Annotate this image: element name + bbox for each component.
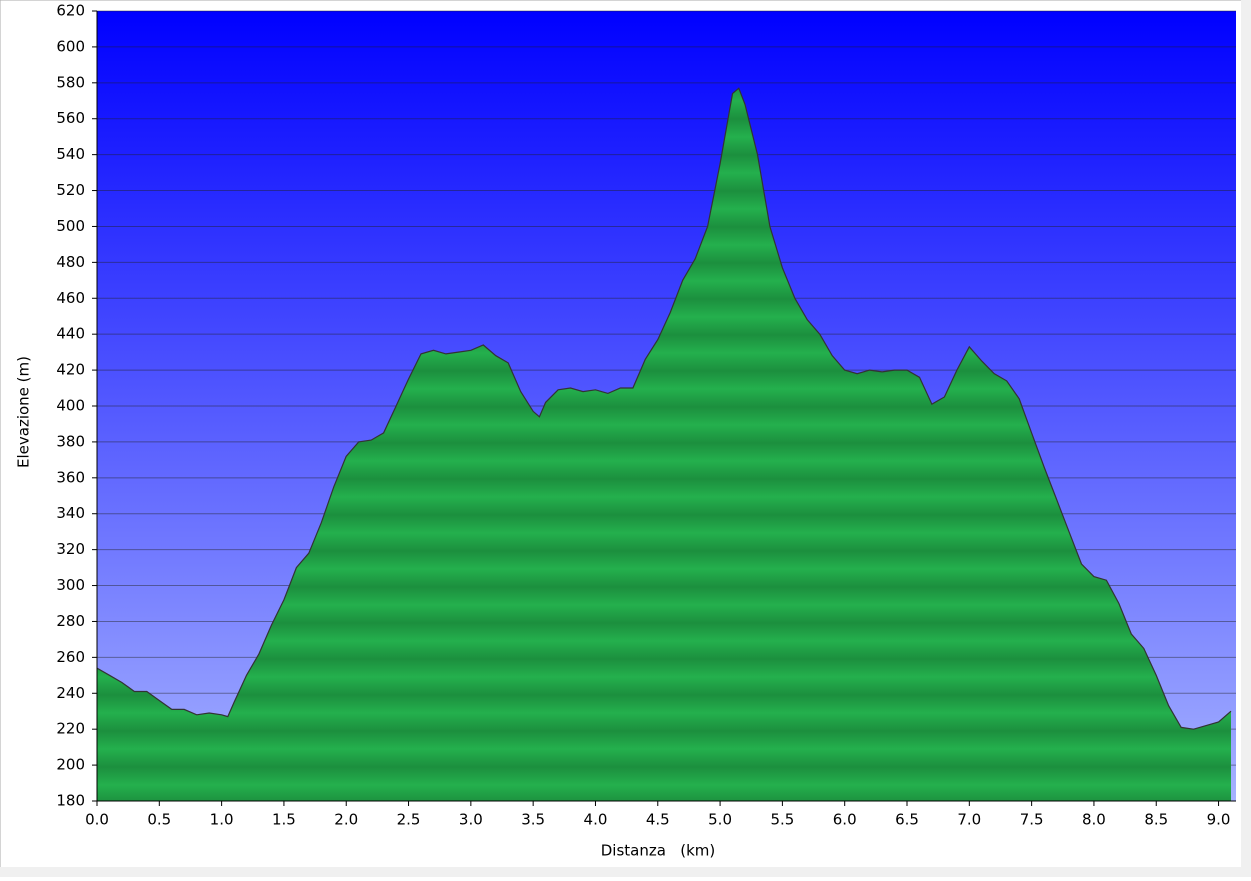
y-tick-label: 260: [56, 648, 85, 666]
x-tick-label: 1.0: [210, 811, 234, 829]
x-tick-label: 6.0: [833, 811, 857, 829]
x-tick-label: 6.5: [895, 811, 919, 829]
x-tick-label: 7.5: [1020, 811, 1044, 829]
x-tick-label: 2.0: [334, 811, 358, 829]
x-tick-label: 0.0: [85, 811, 109, 829]
x-tick-label: 1.5: [272, 811, 296, 829]
y-tick-label: 320: [56, 540, 85, 558]
y-tick-label: 400: [56, 397, 85, 415]
y-tick-label: 480: [56, 253, 85, 271]
y-tick-label: 440: [56, 325, 85, 343]
x-tick-label: 2.5: [397, 811, 421, 829]
area: [97, 88, 1231, 801]
x-tick-label: 5.0: [708, 811, 732, 829]
y-tick-label: 300: [56, 576, 85, 594]
y-tick-label: 460: [56, 289, 85, 307]
y-axis-label: Elevazione (m): [15, 356, 33, 468]
y-tick-label: 540: [56, 145, 85, 163]
y-tick-label: 240: [56, 684, 85, 702]
profile-line: [96, 87, 1232, 730]
x-tick-label: 5.5: [770, 811, 794, 829]
y-tick-label: 420: [56, 361, 85, 379]
y-tick-label: 600: [56, 37, 85, 55]
y-tick-label: 200: [56, 756, 85, 774]
x-tick-label: 8.0: [1082, 811, 1106, 829]
y-tick-label: 580: [56, 73, 85, 91]
x-tick-label: 0.5: [147, 811, 171, 829]
x-tick-label: 9.0: [1207, 811, 1231, 829]
x-tick-label: 8.5: [1144, 811, 1168, 829]
y-tick-label: 380: [56, 432, 85, 450]
y-tick-label: 280: [56, 612, 85, 630]
x-tick-label: 4.0: [584, 811, 608, 829]
x-tick-label: 4.5: [646, 811, 670, 829]
y-tick-label: 220: [56, 720, 85, 738]
x-tick-label: 3.5: [521, 811, 545, 829]
edge: [1241, 0, 1251, 877]
x-axis-label: Distanza (km): [601, 842, 716, 860]
y-tick-label: 620: [56, 2, 85, 20]
x-tick-label: 7.0: [957, 811, 981, 829]
x-tick-label: 3.0: [459, 811, 483, 829]
y-tick-label: 520: [56, 181, 85, 199]
y-tick-label: 340: [56, 504, 85, 522]
edge: [0, 867, 1251, 877]
y-tick-label: 180: [56, 792, 85, 810]
y-tick-label: 500: [56, 217, 85, 235]
y-tick-label: 360: [56, 468, 85, 486]
y-tick-label: 560: [56, 109, 85, 127]
